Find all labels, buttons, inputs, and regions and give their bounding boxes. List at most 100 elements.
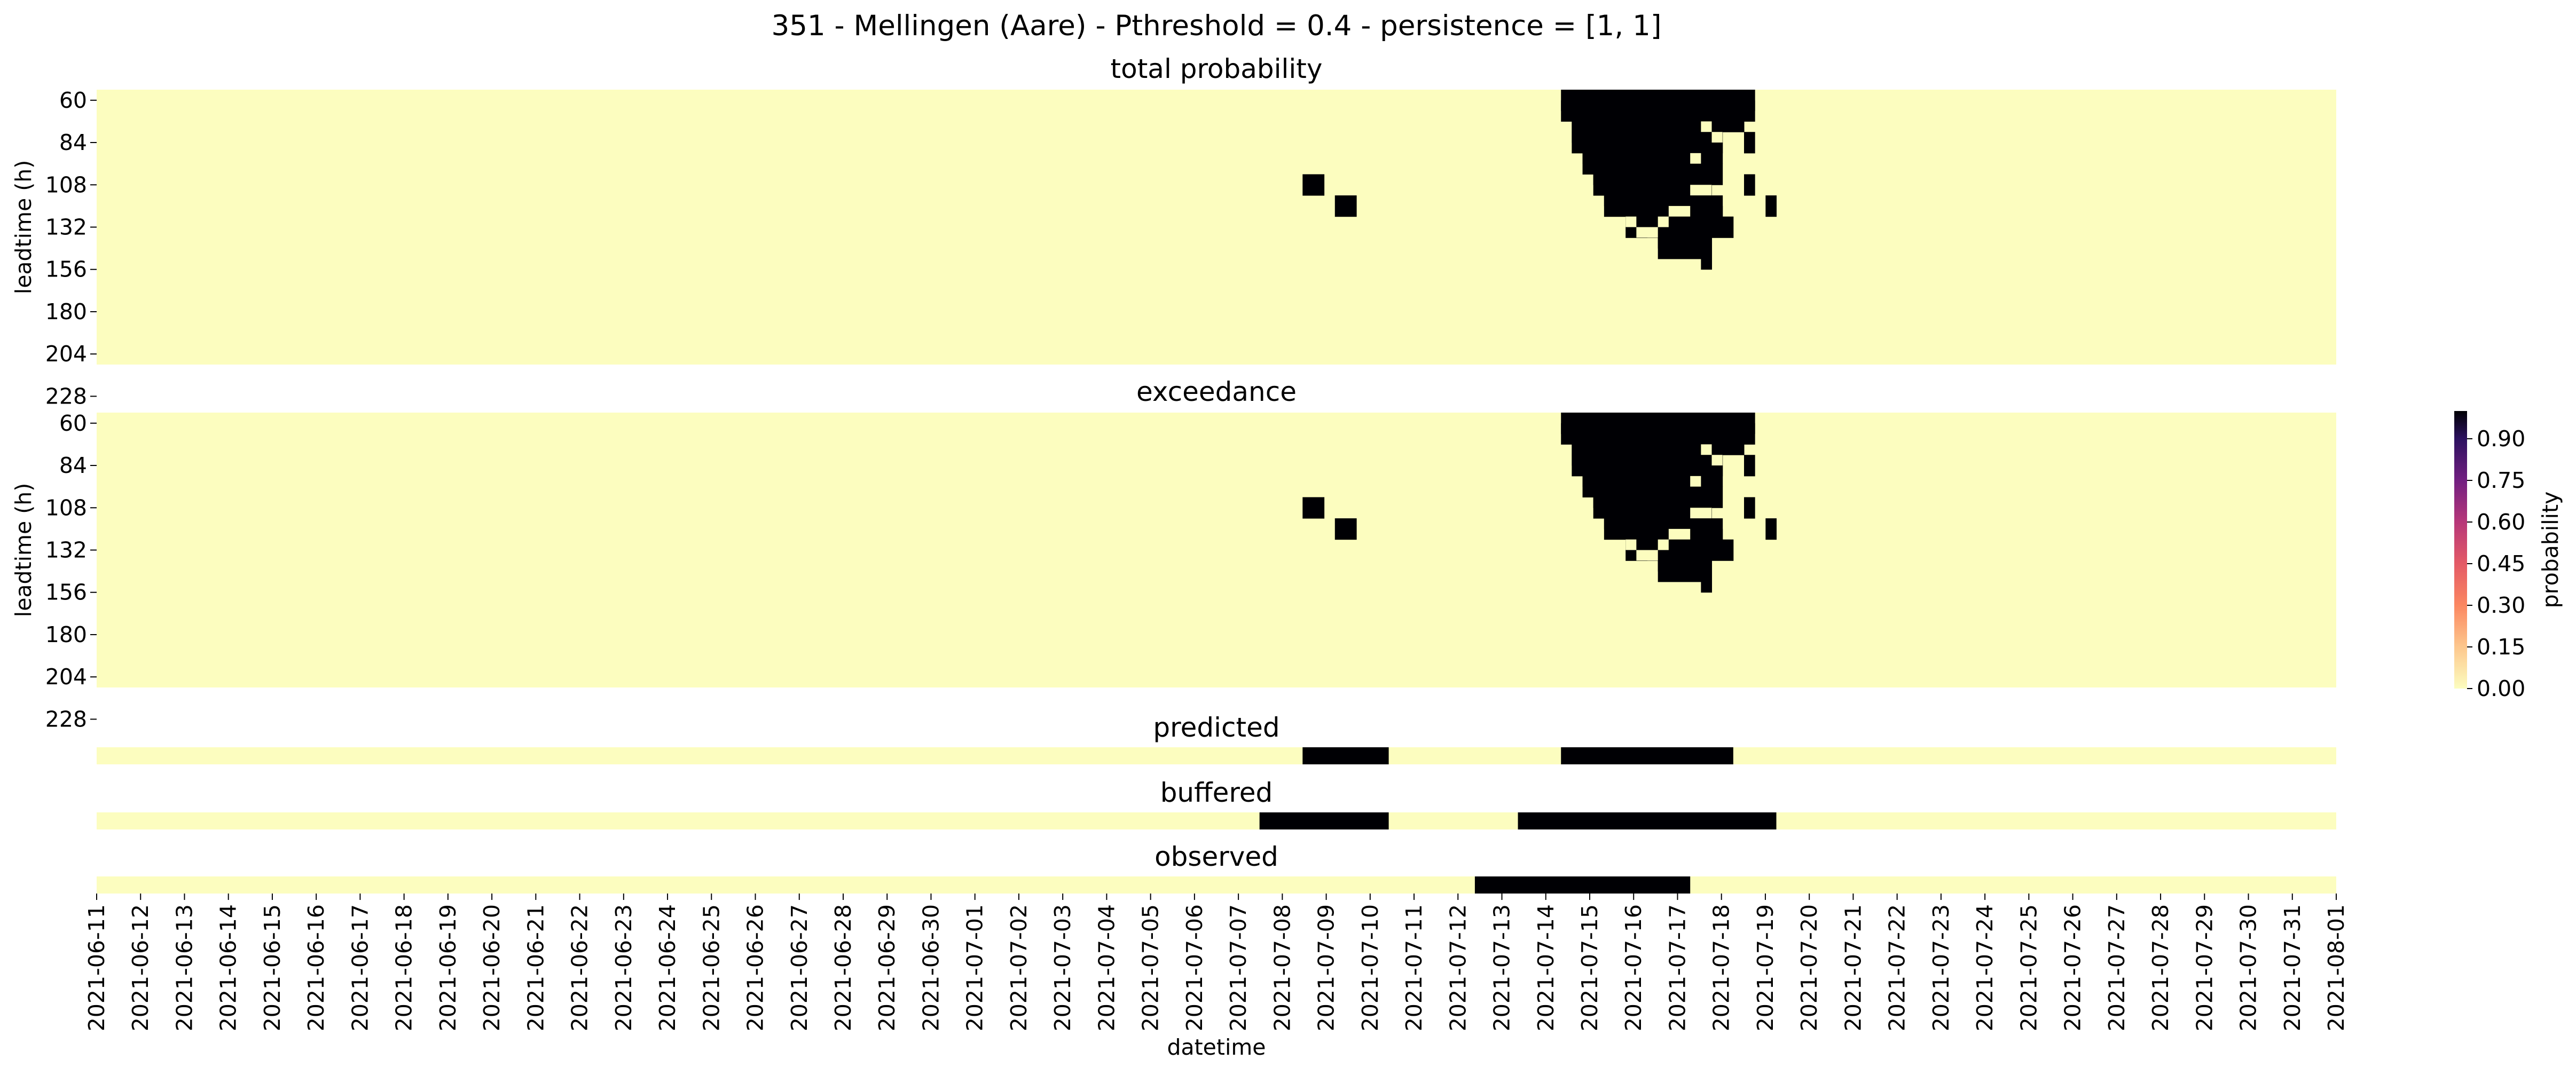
x-tick-label: 2021-06-18 <box>391 904 417 1031</box>
heatmap-cell <box>1668 205 1691 217</box>
x-tick-label: 2021-07-14 <box>1533 904 1559 1031</box>
colorbar-tick-label: 0.45 <box>2477 551 2525 576</box>
strip-title: observed <box>1155 841 1278 872</box>
strip-buffered: buffered <box>97 777 2336 829</box>
x-axis-label: datetime <box>1167 1034 1266 1060</box>
x-tick-label: 2021-07-15 <box>1577 904 1603 1031</box>
y-tick-label: 132 <box>45 538 87 563</box>
x-tick-label: 2021-07-17 <box>1664 904 1690 1031</box>
panel-title: exceedance <box>1136 376 1297 407</box>
x-tick-label: 2021-07-30 <box>2236 904 2261 1031</box>
x-tick-label: 2021-06-22 <box>567 904 593 1031</box>
heatmap-cell <box>1701 248 1713 270</box>
heatmap-cell <box>1701 571 1713 593</box>
event-bar <box>1259 812 1389 829</box>
x-tick-label: 2021-06-12 <box>128 904 153 1031</box>
x-tick-label: 2021-07-02 <box>1006 904 1032 1031</box>
x-tick-label: 2021-07-28 <box>2148 904 2173 1031</box>
x-tick-label: 2021-06-24 <box>655 904 680 1031</box>
heatmap-cell <box>1658 238 1701 259</box>
event-bar <box>1518 812 1777 829</box>
heatmap-cell <box>1658 539 1669 550</box>
x-tick-label: 2021-07-05 <box>1138 904 1164 1031</box>
event-bar <box>1561 747 1733 764</box>
colorbar: 0.00 0.15 0.30 0.45 0.60 0.75 0.90 probability <box>2454 411 2563 701</box>
event-bar <box>1302 747 1389 764</box>
x-tick-label: 2021-06-23 <box>611 904 637 1031</box>
y-tick-label: 228 <box>45 706 87 732</box>
x-tick-label: 2021-07-22 <box>1884 904 1910 1031</box>
heatmap-cell <box>1711 132 1723 143</box>
strip-observed: observed <box>97 841 2336 894</box>
x-tick-label: 2021-07-04 <box>1094 904 1119 1031</box>
colorbar-tick-label: 0.00 <box>2477 676 2525 701</box>
y-axis-label: leadtime (h) <box>11 160 36 294</box>
x-tick-label: 2021-06-30 <box>918 904 944 1031</box>
x-tick-label: 2021-07-27 <box>2104 904 2130 1031</box>
y-tick-label: 84 <box>59 453 87 478</box>
strip-background <box>97 812 2336 829</box>
strip-title: predicted <box>1153 712 1279 743</box>
heatmap-cell <box>1701 121 1712 132</box>
y-tick-label: 60 <box>59 410 87 436</box>
x-tick-label: 2021-07-29 <box>2192 904 2217 1031</box>
x-tick-label: 2021-07-08 <box>1269 904 1295 1031</box>
x-tick-label: 2021-07-10 <box>1357 904 1383 1031</box>
heatmap-panels: total probability 60 84 108 132 156 180 204 228 l… <box>11 53 2336 732</box>
colorbar-bar <box>2454 411 2467 689</box>
event-strips: predicted buffered observed <box>97 712 2336 894</box>
heatmap-cell <box>1744 174 1755 196</box>
x-tick-label: 2021-06-25 <box>698 904 724 1031</box>
x-tick-label: 2021-07-01 <box>962 904 988 1031</box>
heatmap-cell <box>1658 216 1669 227</box>
heatmap-cell <box>1744 132 1755 154</box>
x-tick-label: 2021-06-17 <box>347 904 373 1031</box>
x-tick-label: 2021-08-01 <box>2323 904 2349 1031</box>
x-tick-label: 2021-06-28 <box>830 904 856 1031</box>
heatmap-cell <box>1690 185 1712 196</box>
heatmap-cell <box>1765 195 1777 217</box>
colorbar-tick-label: 0.60 <box>2477 509 2525 535</box>
x-tick-label: 2021-07-21 <box>1840 904 1866 1031</box>
heatmap-cell <box>1744 455 1755 477</box>
heatmap-cell <box>1690 476 1701 487</box>
y-axis-label: leadtime (h) <box>11 483 36 617</box>
y-tick-label: 156 <box>45 580 87 605</box>
x-tick-label: 2021-07-07 <box>1226 904 1251 1031</box>
x-tick-label: 2021-06-11 <box>84 904 109 1031</box>
x-tick-label: 2021-06-13 <box>171 904 197 1031</box>
heatmap-panel-1: total probability 60 84 108 132 156 180 204 228 l… <box>11 53 2336 409</box>
colorbar-tick-label: 0.75 <box>2477 468 2525 493</box>
heatmap-cell <box>1636 227 1658 238</box>
x-tick-label: 2021-07-25 <box>2016 904 2041 1031</box>
y-tick-label: 180 <box>45 622 87 647</box>
y-tick-label: 132 <box>45 215 87 240</box>
heatmap-cell <box>1302 174 1325 196</box>
heatmap-background <box>97 413 2336 687</box>
panel-title: total probability <box>1111 53 1323 84</box>
x-axis: 2021-06-11 2021-06-12 2021-06-13 2021-06-14… <box>84 894 2349 1031</box>
strip-predicted: predicted <box>97 712 2336 764</box>
heatmap-panel-2: exceedance 60 84 108 132 156 180 204 228 leadtime… <box>11 376 2336 732</box>
strip-background <box>97 876 2336 894</box>
y-tick-label: 204 <box>45 664 87 690</box>
x-tick-label: 2021-07-09 <box>1314 904 1339 1031</box>
colorbar-label: probability <box>2538 492 2563 608</box>
x-tick-label: 2021-07-18 <box>1709 904 1734 1031</box>
y-tick-label: 84 <box>59 130 87 155</box>
x-tick-label: 2021-06-19 <box>435 904 461 1031</box>
y-tick-label: 156 <box>45 257 87 282</box>
heatmap-cell <box>1625 539 1637 550</box>
x-tick-label: 2021-06-27 <box>787 904 812 1031</box>
y-tick-label: 60 <box>59 88 87 113</box>
heatmap-cell <box>1744 497 1755 519</box>
x-tick-label: 2021-06-16 <box>303 904 329 1031</box>
strip-background <box>97 747 2336 764</box>
chart-title: 351 - Mellingen (Aare) - Pthreshold = 0.… <box>772 10 1662 42</box>
y-tick-label: 180 <box>45 299 87 325</box>
strip-title: buffered <box>1160 777 1273 808</box>
x-tick-label: 2021-07-24 <box>1972 904 1998 1031</box>
heatmap-cell <box>1334 195 1357 217</box>
x-tick-label: 2021-07-31 <box>2280 904 2305 1031</box>
